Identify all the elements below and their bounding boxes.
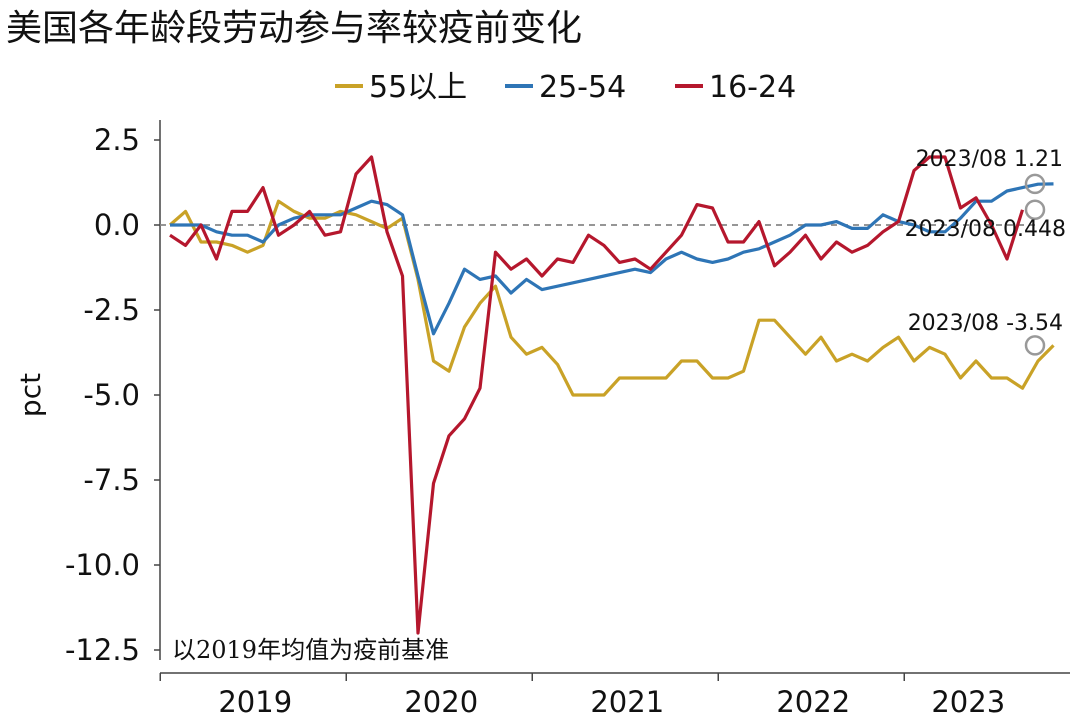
series-line: [169, 155, 1025, 635]
chart-title: 美国各年龄段劳动参与率较疫前变化: [6, 8, 582, 49]
annotations: 2023/08 1.21 2023/08 0.448 2023/08 -3.54: [905, 147, 1066, 356]
y-tick-label: 2.5: [94, 123, 140, 157]
x-tick-label: 2021: [590, 685, 664, 719]
y-ticks: 2.5 0.0 -2.5 -5.0 -7.5 -10.0 -12.5: [65, 123, 160, 667]
y-tick-label: -10.0: [65, 548, 140, 582]
end-value-label: 2023/08 1.21: [916, 147, 1063, 172]
y-tick-label: -7.5: [83, 463, 140, 497]
end-marker: [1024, 335, 1046, 356]
x-ticks: 2019 2020 2021 2022 2023: [159, 673, 1005, 719]
x-tick-label: 2020: [404, 685, 478, 719]
end-marker: [1024, 173, 1046, 195]
y-tick-label: -12.5: [65, 633, 140, 667]
legend-label: 25-54: [539, 70, 626, 105]
y-tick-label: -2.5: [83, 293, 140, 327]
y-axis-label: pct: [14, 373, 47, 417]
legend-label: 55以上: [369, 70, 467, 105]
x-tick-label: 2023: [931, 685, 1005, 719]
legend: 55以上 25-54 16-24: [335, 70, 796, 105]
x-tick-label: 2022: [776, 685, 850, 719]
x-tick-label: 2019: [218, 685, 292, 719]
end-value-label: 2023/08 0.448: [905, 217, 1066, 242]
series-line: [168, 199, 1055, 397]
y-tick-label: 0.0: [94, 208, 140, 242]
series-lines: [168, 155, 1055, 635]
legend-label: 16-24: [709, 70, 796, 105]
end-value-label: 2023/08 -3.54: [908, 311, 1063, 336]
series-line: [170, 182, 1054, 336]
end-marker: [1024, 199, 1046, 221]
baseline-note: 以2019年均值为疫前基准: [172, 636, 449, 664]
y-tick-label: -5.0: [83, 378, 140, 412]
